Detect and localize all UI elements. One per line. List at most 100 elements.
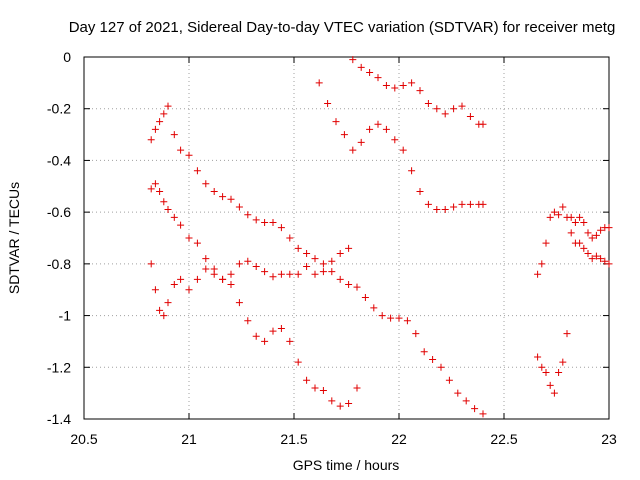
data-point — [185, 286, 193, 294]
data-point — [202, 265, 210, 273]
data-point — [416, 87, 424, 95]
series-track-g — [534, 213, 613, 397]
data-point — [160, 312, 168, 320]
data-point — [185, 234, 193, 242]
data-point — [567, 229, 575, 237]
axis-ticks — [83, 56, 610, 420]
x-tick-label: 22.5 — [490, 431, 517, 447]
data-point — [185, 151, 193, 159]
data-point — [193, 167, 201, 175]
data-point — [319, 387, 327, 395]
data-point — [550, 208, 558, 216]
data-point — [345, 244, 353, 252]
y-tick-label: -0.4 — [47, 152, 71, 168]
data-point — [445, 376, 453, 384]
data-point — [538, 260, 546, 268]
data-point — [252, 262, 260, 270]
data-point — [437, 363, 445, 371]
series-track-b — [147, 180, 353, 410]
data-point — [479, 120, 487, 128]
data-point — [170, 131, 178, 139]
data-point — [433, 105, 441, 113]
data-point — [458, 102, 466, 110]
data-point — [286, 337, 294, 345]
data-series — [147, 56, 613, 418]
data-point — [202, 255, 210, 263]
data-point — [227, 270, 235, 278]
data-point — [382, 125, 390, 133]
y-axis-label: SDTVAR / TECUs — [6, 182, 22, 294]
data-point — [479, 200, 487, 208]
series-track-f — [534, 203, 613, 278]
x-axis-label: GPS time / hours — [293, 457, 400, 473]
y-tick-label: -1 — [59, 308, 72, 324]
data-point — [261, 337, 269, 345]
data-point — [156, 118, 164, 126]
data-point — [227, 281, 235, 289]
data-point — [458, 200, 466, 208]
data-point — [151, 125, 159, 133]
y-tick-label: 0 — [63, 49, 71, 65]
data-point — [353, 283, 361, 291]
data-point — [193, 239, 201, 247]
data-point — [395, 314, 403, 322]
x-tick-label: 20.5 — [70, 431, 97, 447]
data-point — [319, 268, 327, 276]
data-point — [170, 213, 178, 221]
data-point — [542, 368, 550, 376]
data-point — [345, 281, 353, 289]
data-point — [147, 260, 155, 268]
data-point — [538, 363, 546, 371]
data-point — [479, 410, 487, 418]
data-point — [588, 234, 596, 242]
data-point — [170, 281, 178, 289]
data-point — [235, 299, 243, 307]
data-point — [462, 397, 470, 405]
data-point — [592, 252, 600, 260]
y-tick-label: -1.4 — [47, 411, 71, 427]
data-point — [269, 218, 277, 226]
x-tick-label: 21.5 — [280, 431, 307, 447]
data-point — [559, 203, 567, 211]
data-point — [160, 110, 168, 118]
data-point — [311, 384, 319, 392]
data-point — [597, 255, 605, 263]
y-tick-label: -1.2 — [47, 359, 71, 375]
x-tick-label: 23 — [601, 431, 617, 447]
data-point — [391, 136, 399, 144]
data-point — [340, 131, 348, 139]
data-point — [252, 216, 260, 224]
data-point — [605, 260, 613, 268]
data-point — [219, 193, 227, 201]
data-point — [261, 268, 269, 276]
data-point — [277, 270, 285, 278]
data-point — [605, 224, 613, 232]
data-point — [424, 200, 432, 208]
data-point — [332, 118, 340, 126]
data-point — [366, 125, 374, 133]
data-point — [345, 399, 353, 407]
data-point — [433, 206, 441, 214]
data-point — [349, 56, 357, 64]
data-point — [244, 211, 252, 219]
data-point — [441, 110, 449, 118]
data-point — [252, 332, 260, 340]
data-point — [370, 304, 378, 312]
data-point — [311, 255, 319, 263]
data-point — [399, 81, 407, 89]
data-point — [597, 226, 605, 234]
data-point — [303, 262, 311, 270]
data-point — [412, 330, 420, 338]
data-point — [261, 218, 269, 226]
x-tick-label: 21 — [181, 431, 197, 447]
data-point — [534, 353, 542, 361]
data-point — [357, 138, 365, 146]
chart-title: Day 127 of 2021, Sidereal Day-to-day VTE… — [69, 19, 616, 36]
data-point — [378, 312, 386, 320]
data-point — [177, 275, 185, 283]
data-point — [374, 74, 382, 82]
data-point — [164, 206, 172, 214]
data-point — [424, 100, 432, 108]
data-point — [328, 257, 336, 265]
